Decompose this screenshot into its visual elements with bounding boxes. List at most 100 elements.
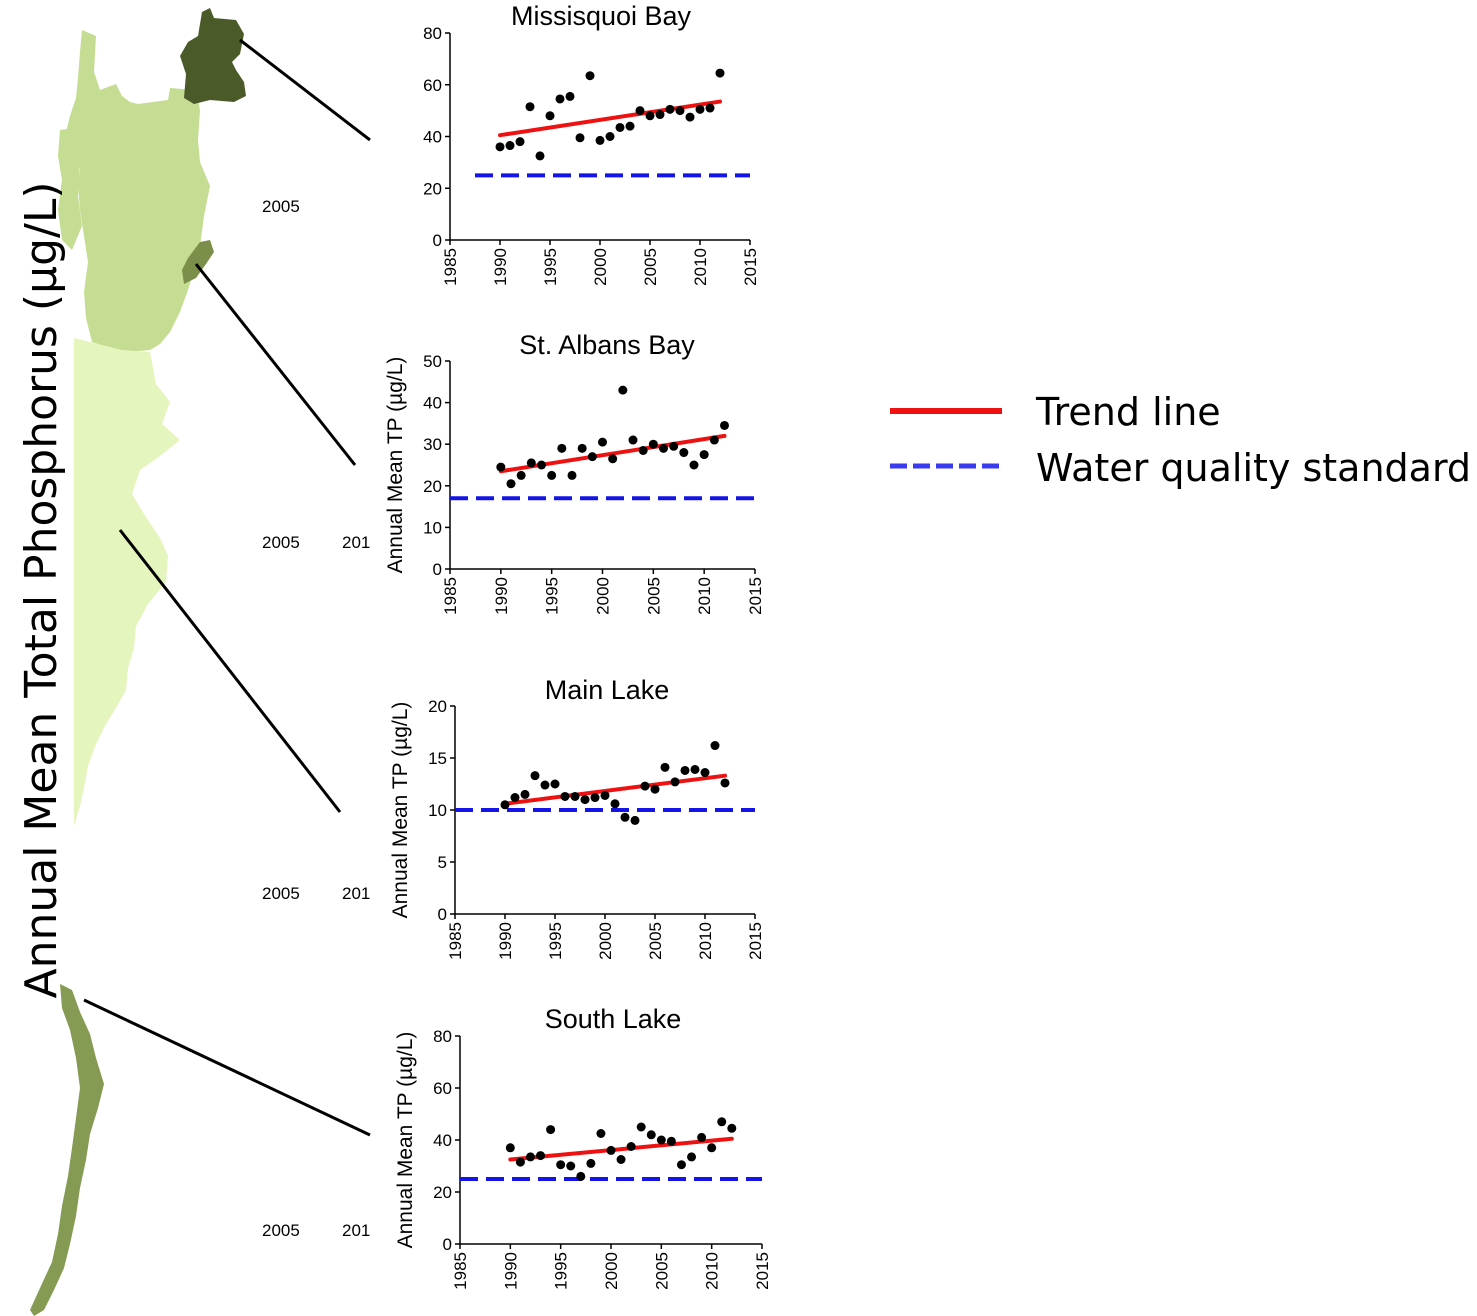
data-point (669, 441, 679, 451)
data-point (540, 780, 550, 790)
map-region-south-lake (30, 984, 104, 1316)
y-tick-label: 10 (423, 518, 442, 537)
x-tick-label: 2005 (644, 577, 663, 615)
data-point (616, 1155, 626, 1164)
data-point (695, 104, 705, 114)
data-point (640, 781, 650, 791)
stray-label: 2005 (262, 1221, 300, 1240)
connector-main-lake (118, 529, 342, 813)
data-point (680, 765, 690, 775)
x-tick-label: 1990 (491, 248, 510, 286)
data-point (670, 777, 680, 787)
data-point (709, 435, 719, 445)
data-point (605, 132, 615, 141)
data-point (635, 106, 645, 116)
map-region-main-lake (74, 338, 180, 826)
trend-line (498, 99, 722, 138)
y-tick-label: 20 (423, 477, 442, 496)
connector-missisquoi (239, 38, 371, 142)
data-point (525, 102, 535, 112)
data-point (650, 784, 660, 794)
data-point (679, 448, 689, 458)
y-tick-label: 10 (428, 801, 447, 820)
data-point (689, 460, 699, 470)
data-point (576, 1171, 586, 1181)
x-tick-label: 2005 (641, 248, 660, 286)
y-tick-label: 80 (423, 24, 442, 43)
stray-label: 201 (342, 1221, 370, 1240)
data-point (715, 68, 725, 78)
data-point (687, 1152, 697, 1162)
y-tick-label: 50 (423, 352, 442, 371)
x-tick-label: 1995 (552, 1252, 571, 1290)
stray-label: 201 (342, 884, 370, 903)
x-tick-label: 2000 (594, 577, 613, 615)
data-point (655, 110, 665, 120)
x-tick-label: 2010 (696, 922, 715, 960)
data-point (717, 1117, 727, 1127)
data-point (510, 793, 520, 803)
chart-panel-st-albans-bay: 0 10 20 30 40 50 1985 1990 1995 2000 2005 2010 2015 S… (384, 330, 765, 615)
x-tick-label: 1990 (492, 577, 511, 615)
y-tick-label: 5 (438, 853, 447, 872)
data-point (500, 800, 510, 810)
data-point (546, 1125, 556, 1135)
y-axis-label: Annual Mean TP (µg/L) (394, 1032, 417, 1249)
x-tick-label: 1995 (546, 922, 565, 960)
data-point (537, 460, 546, 470)
data-point (495, 142, 505, 152)
data-point (697, 1132, 707, 1142)
connector-south-lake (83, 998, 371, 1137)
data-point (496, 462, 506, 472)
connector-st-albans (194, 263, 357, 466)
data-point (666, 1136, 676, 1146)
chart-title: Main Lake (545, 675, 670, 705)
x-tick-label: 2000 (596, 922, 615, 960)
data-point (556, 1160, 566, 1170)
y-tick-label: 40 (433, 1131, 452, 1150)
data-point (545, 111, 555, 121)
lake-map (30, 8, 246, 1316)
data-point (720, 420, 729, 430)
y-tick-label: 0 (433, 231, 442, 250)
data-point (515, 137, 525, 147)
data-point (707, 1143, 717, 1153)
data-point (659, 443, 668, 453)
data-point (575, 133, 585, 143)
data-point (626, 1142, 636, 1151)
data-point (610, 799, 620, 809)
data-point (618, 385, 628, 395)
map-region-northeast-lobe (58, 128, 82, 250)
data-point (536, 1151, 546, 1161)
data-point (526, 458, 536, 468)
x-tick-label: 2010 (691, 248, 710, 286)
x-tick-label: 2015 (746, 922, 765, 960)
y-tick-label: 15 (428, 749, 447, 768)
y-tick-label: 30 (423, 435, 442, 454)
y-tick-label: 20 (428, 697, 447, 716)
y-tick-label: 0 (433, 560, 442, 579)
data-point (535, 151, 545, 161)
data-point (547, 470, 557, 480)
map-region-missisquoi-bay (180, 8, 246, 104)
x-tick-label: 2000 (602, 1252, 621, 1290)
data-point (675, 106, 685, 116)
map-region-st-albans-bay (182, 240, 214, 284)
data-point (648, 439, 658, 449)
x-tick-label: 1985 (446, 922, 465, 960)
legend-trend-label: Trend line (1035, 390, 1221, 434)
x-tick-label: 1990 (496, 922, 515, 960)
x-tick-label: 1985 (441, 248, 460, 286)
x-tick-label: 2015 (753, 1252, 772, 1290)
data-point (580, 795, 590, 805)
data-point (685, 112, 695, 122)
y-tick-label: 0 (438, 905, 447, 924)
y-tick-label: 40 (423, 394, 442, 413)
x-tick-label: 1995 (543, 577, 562, 615)
data-point (525, 1152, 535, 1162)
data-point (596, 1129, 606, 1138)
data-point (505, 1143, 515, 1153)
data-point (636, 1122, 646, 1132)
x-tick-label: 2010 (703, 1252, 722, 1290)
data-point (606, 1145, 616, 1155)
